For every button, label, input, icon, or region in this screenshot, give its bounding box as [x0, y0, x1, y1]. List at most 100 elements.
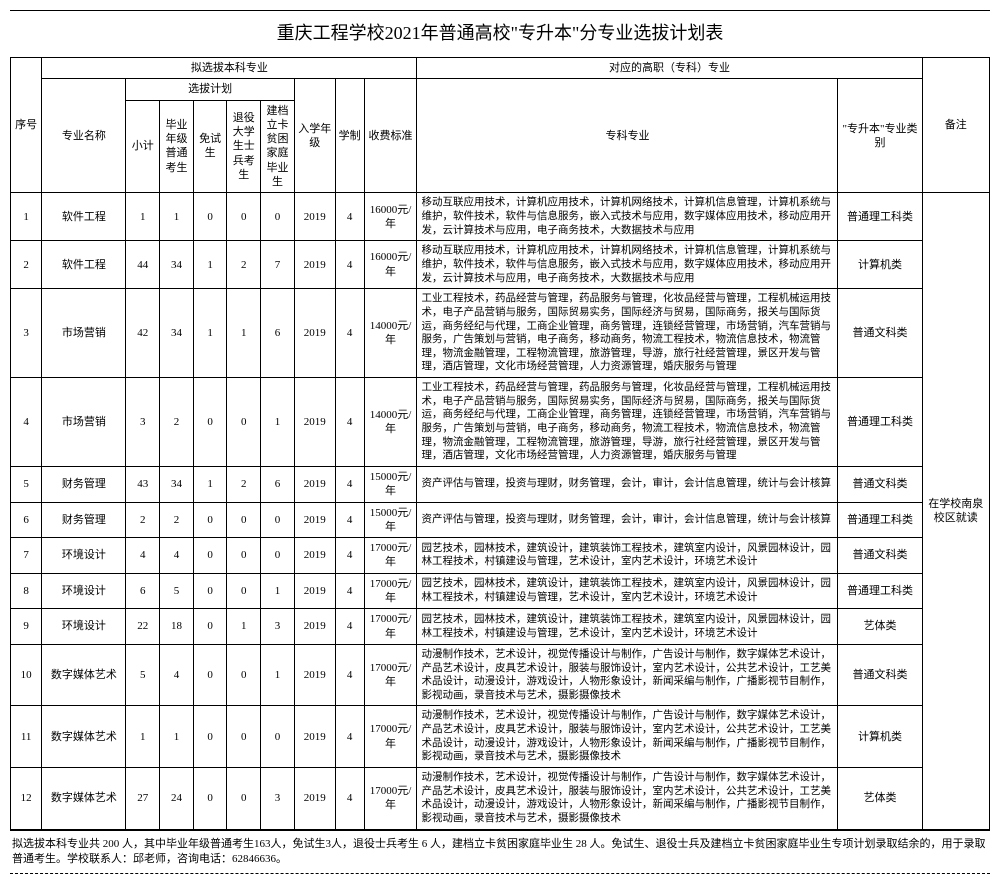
cell-veteran: 0 [227, 502, 261, 538]
table-row: 1软件工程110002019416000元/年移动互联应用技术，计算机应用技术，… [11, 193, 990, 241]
cell-exempt: 1 [193, 241, 227, 289]
cell-fee: 15000元/年 [364, 466, 417, 502]
cell-major: 市场营销 [42, 378, 126, 467]
h-major: 专业名称 [42, 79, 126, 193]
cell-year: 2019 [294, 538, 335, 574]
h-exempt: 免试生 [193, 100, 227, 193]
cell-exempt: 1 [193, 466, 227, 502]
cell-spec: 移动互联应用技术，计算机应用技术，计算机网络技术，计算机信息管理，计算机系统与维… [417, 241, 838, 289]
table-row: 8环境设计650012019417000元/年园艺技术，园林技术，建筑设计，建筑… [11, 573, 990, 609]
cell-major: 数字媒体艺术 [42, 644, 126, 706]
cell-normal: 18 [160, 609, 194, 645]
cell-poverty: 0 [261, 193, 295, 241]
cell-cat: 普通文科类 [838, 644, 922, 706]
cell-year: 2019 [294, 466, 335, 502]
cell-normal: 4 [160, 644, 194, 706]
cell-fee: 17000元/年 [364, 573, 417, 609]
cell-year: 2019 [294, 378, 335, 467]
cell-veteran: 0 [227, 193, 261, 241]
cell-exempt: 0 [193, 706, 227, 768]
cell-major: 环境设计 [42, 538, 126, 574]
cell-veteran: 0 [227, 768, 261, 830]
cell-year: 2019 [294, 502, 335, 538]
cell-cat: 普通理工科类 [838, 502, 922, 538]
cell-subtotal: 1 [126, 706, 160, 768]
cell-exempt: 0 [193, 609, 227, 645]
h-veteran: 退役大学生士兵考生 [227, 100, 261, 193]
table-row: 2软件工程44341272019416000元/年移动互联应用技术，计算机应用技… [11, 241, 990, 289]
h-vocational: 对应的高职（专科）专业 [417, 58, 922, 79]
table-row: 4市场营销320012019414000元/年工业工程技术，药品经营与管理，药品… [11, 378, 990, 467]
cell-poverty: 1 [261, 644, 295, 706]
cell-major: 财务管理 [42, 502, 126, 538]
cell-fee: 17000元/年 [364, 644, 417, 706]
cell-normal: 34 [160, 241, 194, 289]
cell-cat: 计算机类 [838, 706, 922, 768]
cell-normal: 4 [160, 538, 194, 574]
header-row-1: 序号 拟选拔本科专业 对应的高职（专科）专业 备注 [11, 58, 990, 79]
cell-year: 2019 [294, 573, 335, 609]
cell-normal: 34 [160, 466, 194, 502]
cell-dur: 4 [335, 644, 364, 706]
cell-fee: 17000元/年 [364, 538, 417, 574]
cell-exempt: 0 [193, 378, 227, 467]
cell-normal: 2 [160, 502, 194, 538]
cell-seq: 11 [11, 706, 42, 768]
cell-normal: 1 [160, 706, 194, 768]
cell-normal: 5 [160, 573, 194, 609]
cell-major: 数字媒体艺术 [42, 706, 126, 768]
table-row: 11数字媒体艺术110002019417000元/年动漫制作技术，艺术设计，视觉… [11, 706, 990, 768]
cell-veteran: 0 [227, 644, 261, 706]
cell-subtotal: 3 [126, 378, 160, 467]
cell-veteran: 1 [227, 289, 261, 378]
cell-seq: 12 [11, 768, 42, 830]
cell-poverty: 0 [261, 502, 295, 538]
cell-spec: 工业工程技术，药品经营与管理，药品服务与管理，化妆品经营与管理，工程机械运用技术… [417, 378, 838, 467]
cell-spec: 资产评估与管理，投资与理财，财务管理，会计，审计，会计信息管理，统计与会计核算 [417, 466, 838, 502]
cell-fee: 17000元/年 [364, 706, 417, 768]
cell-dur: 4 [335, 289, 364, 378]
cell-fee: 14000元/年 [364, 289, 417, 378]
cell-exempt: 0 [193, 644, 227, 706]
cell-dur: 4 [335, 706, 364, 768]
cell-normal: 34 [160, 289, 194, 378]
cell-seq: 3 [11, 289, 42, 378]
cell-veteran: 0 [227, 378, 261, 467]
cell-exempt: 0 [193, 193, 227, 241]
h-spec: 专科专业 [417, 79, 838, 193]
cell-cat: 普通理工科类 [838, 573, 922, 609]
table-row: 5财务管理43341262019415000元/年资产评估与管理，投资与理财，财… [11, 466, 990, 502]
cell-spec: 园艺技术，园林技术，建筑设计，建筑装饰工程技术，建筑室内设计，风景园林设计，园林… [417, 609, 838, 645]
h-seq: 序号 [11, 58, 42, 193]
cell-seq: 6 [11, 502, 42, 538]
cell-normal: 24 [160, 768, 194, 830]
cell-major: 财务管理 [42, 466, 126, 502]
cell-seq: 1 [11, 193, 42, 241]
cell-major: 环境设计 [42, 573, 126, 609]
cell-subtotal: 43 [126, 466, 160, 502]
cell-cat: 计算机类 [838, 241, 922, 289]
cell-veteran: 0 [227, 538, 261, 574]
cell-dur: 4 [335, 502, 364, 538]
cell-seq: 7 [11, 538, 42, 574]
footnote: 拟选拔本科专业共 200 人，其中毕业年级普通考生163人，免试生3人，退役士兵… [10, 830, 990, 875]
cell-veteran: 2 [227, 241, 261, 289]
table-row: 12数字媒体艺术27240032019417000元/年动漫制作技术，艺术设计，… [11, 768, 990, 830]
cell-year: 2019 [294, 768, 335, 830]
cell-exempt: 0 [193, 768, 227, 830]
cell-subtotal: 22 [126, 609, 160, 645]
plan-table: 序号 拟选拔本科专业 对应的高职（专科）专业 备注 专业名称 选拔计划 入学年级… [10, 57, 990, 830]
cell-seq: 4 [11, 378, 42, 467]
cell-exempt: 1 [193, 289, 227, 378]
h-plan: 选拔计划 [126, 79, 294, 100]
cell-subtotal: 6 [126, 573, 160, 609]
cell-cat: 普通理工科类 [838, 378, 922, 467]
cell-fee: 14000元/年 [364, 378, 417, 467]
cell-poverty: 7 [261, 241, 295, 289]
cell-veteran: 2 [227, 466, 261, 502]
cell-major: 环境设计 [42, 609, 126, 645]
cell-seq: 9 [11, 609, 42, 645]
cell-spec: 园艺技术，园林技术，建筑设计，建筑装饰工程技术，建筑室内设计，风景园林设计，园林… [417, 573, 838, 609]
cell-poverty: 0 [261, 538, 295, 574]
cell-seq: 5 [11, 466, 42, 502]
